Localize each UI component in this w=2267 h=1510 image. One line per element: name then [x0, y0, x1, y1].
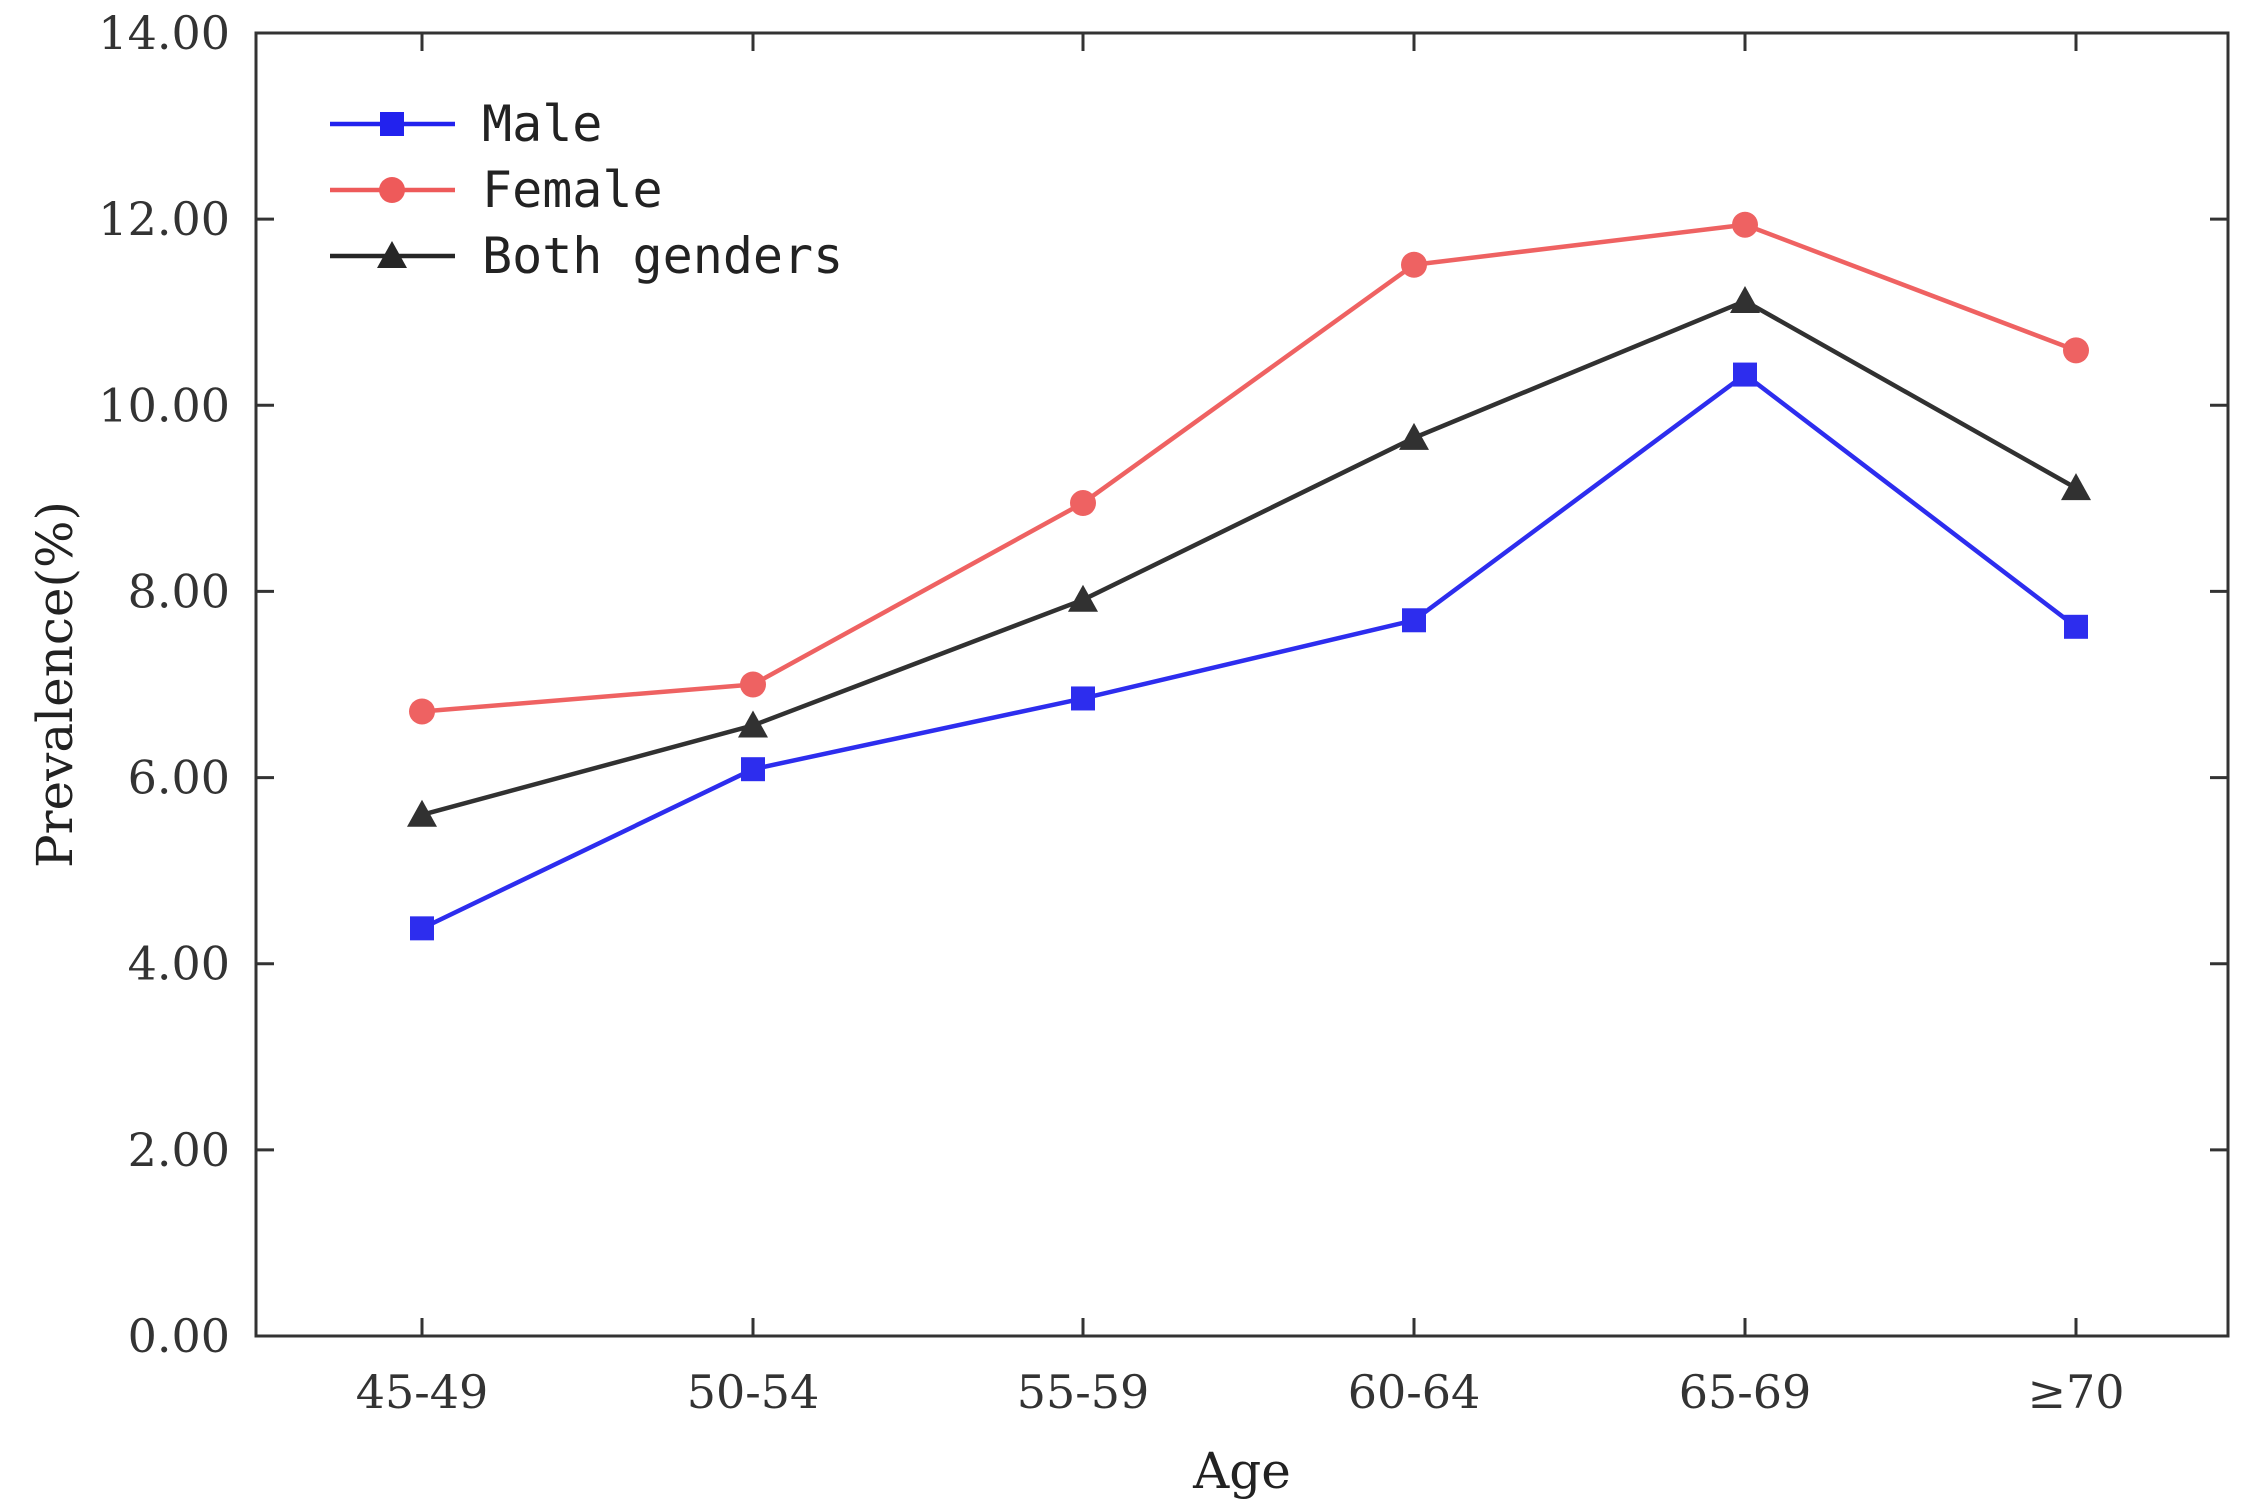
legend: Male Female Both genders — [330, 95, 843, 285]
x-axis-title: Age — [1192, 1442, 1291, 1500]
legend-label-both-genders: Both genders — [482, 227, 843, 285]
x-tick-label: 45-49 — [356, 1365, 489, 1419]
data-point-both-genders — [1730, 286, 1760, 314]
data-point-female — [409, 698, 435, 725]
x-axis: 45-49 50-54 55-59 60-64 65-69 ≥70 — [356, 33, 2125, 1419]
series-male — [410, 362, 2088, 941]
y-tick-label: 14.00 — [98, 6, 230, 60]
y-tick-label: 4.00 — [128, 937, 230, 991]
y-tick-label: 2.00 — [128, 1123, 230, 1177]
x-tick-label: 55-59 — [1017, 1365, 1150, 1419]
data-point-both-genders — [1399, 422, 1429, 450]
y-tick-label: 10.00 — [98, 378, 230, 432]
y-axis-title: Prevalence(%) — [26, 501, 84, 868]
data-point-both-genders — [407, 799, 437, 827]
y-tick-label: 12.00 — [98, 192, 230, 246]
legend-marker-both-genders — [377, 241, 407, 268]
data-point-female — [740, 671, 766, 698]
series-line-both-genders — [421, 298, 2078, 817]
x-tick-label: 60-64 — [1348, 1365, 1481, 1419]
series-female — [409, 211, 2089, 725]
y-tick-label: 6.00 — [128, 751, 230, 805]
legend-marker-male — [380, 112, 404, 136]
series-line-female — [421, 222, 2077, 714]
data-point-male — [741, 757, 765, 782]
data-point-male — [1733, 362, 1757, 387]
data-point-both-genders — [1068, 584, 1098, 612]
y-tick-label: 8.00 — [128, 564, 230, 618]
series-both-genders — [407, 286, 2091, 827]
data-point-male — [1071, 686, 1095, 711]
series-line-male — [421, 372, 2078, 931]
legend-label-female: Female — [482, 161, 663, 219]
data-point-male — [2064, 614, 2088, 639]
plot-frame — [254, 31, 2230, 1338]
data-point-female — [1732, 211, 1758, 238]
data-point-female — [2063, 337, 2089, 364]
legend-marker-female — [379, 177, 405, 203]
legend-label-male: Male — [482, 95, 602, 153]
data-point-female — [1401, 251, 1427, 278]
y-axis: 0.00 2.00 4.00 6.00 8.00 10.00 12.00 14.00 — [98, 6, 2228, 1363]
series-layer — [407, 211, 2091, 941]
data-point-male — [410, 916, 434, 941]
x-tick-label: ≥70 — [2027, 1365, 2124, 1419]
x-tick-label: 50-54 — [687, 1365, 820, 1419]
data-point-both-genders — [738, 710, 768, 738]
x-tick-label: 65-69 — [1679, 1365, 1812, 1419]
plot-border — [254, 31, 2230, 1338]
data-point-both-genders — [2061, 473, 2091, 501]
y-tick-label: 0.00 — [128, 1309, 230, 1363]
data-point-male — [1402, 608, 1426, 633]
data-point-female — [1070, 490, 1096, 517]
